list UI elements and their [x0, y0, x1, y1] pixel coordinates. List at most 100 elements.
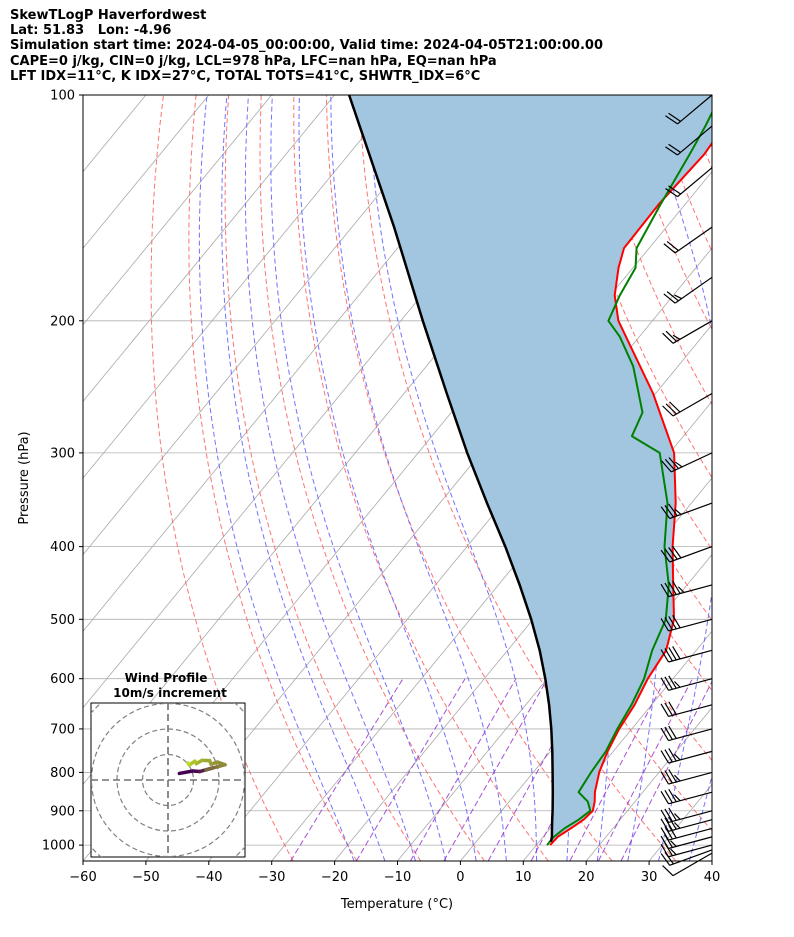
wind-barb-feather: [668, 825, 677, 839]
wind-barb-feather: [668, 581, 677, 595]
wind-barb: [662, 852, 713, 877]
x-tick-label: 40: [704, 870, 721, 885]
wind-barb: [660, 545, 713, 563]
wind-barb: [660, 580, 713, 598]
wind-barb-feather: [665, 115, 678, 125]
wind-barb-shaft: [668, 649, 713, 663]
mixing-ratio-line: [597, 678, 693, 861]
y-tick-label: 400: [50, 540, 75, 555]
wind-barb-feather: [674, 822, 681, 829]
y-tick-label: 500: [50, 613, 75, 628]
wind-barb: [662, 320, 713, 344]
wind-barb-feather: [664, 504, 674, 518]
moist-adiabat: [298, 95, 477, 861]
wind-barb-feather: [664, 648, 673, 662]
wind-barb: [663, 226, 713, 254]
wind-barb-feather: [674, 681, 681, 688]
isotherm-gridline: [145, 170, 712, 861]
y-tick-label: 600: [50, 672, 75, 687]
dry-adiabat: [684, 95, 712, 171]
wind-barb-feather: [660, 791, 670, 805]
wind-barb-feather: [664, 749, 673, 763]
wind-barb-shaft: [669, 546, 713, 563]
wind-barb-feather: [660, 750, 670, 764]
wind-barb-feather: [677, 586, 685, 593]
isotherm-gridline: [83, 95, 398, 479]
wind-barb-feather: [665, 187, 678, 198]
wind-barb-feather: [660, 618, 670, 632]
wind-barb: [663, 276, 713, 304]
wind-barb-feather: [668, 185, 681, 195]
isotherm-gridline: [83, 95, 273, 326]
wind-barb-feather: [664, 458, 676, 471]
wind-barb-shaft: [677, 167, 713, 198]
x-tick-label: −60: [69, 870, 96, 885]
y-tick-label: 1000: [42, 839, 75, 854]
wind-barb-feather: [675, 461, 683, 468]
wind-barb-feather: [660, 771, 670, 785]
mixing-ratio-line: [290, 678, 404, 861]
title-block: SkewTLogP Haverfordwest Lat: 51.83 Lon: …: [10, 8, 603, 84]
dry-adiabat: [750, 95, 794, 861]
wind-barb-feather: [666, 291, 679, 302]
moist-adiabat: [367, 95, 538, 861]
wind-barb-feather: [660, 843, 670, 858]
y-tick-label: 200: [50, 314, 75, 329]
isotherm-gridline: [83, 95, 84, 96]
x-tick-label: −50: [132, 870, 159, 885]
moist-adiabat: [644, 95, 712, 861]
mixing-ratio-line: [569, 678, 667, 861]
wind-barb-feather: [665, 146, 678, 156]
wind-barb-feather: [670, 840, 677, 847]
wind-barb-shaft: [668, 704, 713, 717]
wind-barb-feather: [660, 853, 671, 866]
dry-adiabat: [259, 95, 485, 861]
mixing-ratio-line: [443, 678, 548, 861]
wind-barb: [660, 701, 713, 717]
wind-barb-feather: [664, 726, 673, 740]
wind-barb-feather: [660, 703, 670, 717]
wind-barb-feather: [660, 549, 671, 563]
moist-adiabat: [198, 95, 355, 861]
wind-barb-feather: [668, 675, 677, 689]
wind-barb: [660, 675, 713, 691]
wind-barb-shaft: [677, 94, 713, 125]
dry-adiabat: [150, 95, 294, 861]
hodograph-title: Wind Profile: [125, 671, 208, 685]
wind-barb: [665, 167, 713, 198]
wind-barb-feather: [664, 770, 673, 784]
wind-barb-feather: [660, 677, 670, 691]
wind-barb-feather: [668, 647, 677, 661]
wind-barb-shaft: [672, 852, 713, 877]
wind-barb-shaft: [669, 849, 713, 866]
title-times: Simulation start time: 2024-04-05_00:00:…: [10, 38, 603, 54]
wind-barb: [660, 615, 713, 632]
dry-adiabat: [188, 95, 358, 861]
wind-barb-feather: [662, 405, 674, 417]
wind-barb: [662, 392, 713, 417]
isotherm-gridline: [585, 707, 712, 861]
wind-barb-feather: [668, 503, 678, 517]
wind-barb-feather: [665, 330, 677, 342]
moist-adiabat: [221, 95, 386, 861]
wind-barb-feather: [664, 808, 673, 822]
isotherm-gridline: [711, 860, 712, 861]
wind-barb-feather: [660, 583, 670, 597]
hodograph-plot: [91, 703, 245, 857]
wind-barb: [660, 502, 713, 520]
wind-barb-shaft: [674, 226, 713, 254]
wind-barb-feather: [668, 807, 677, 821]
wind-barb-shaft: [668, 791, 713, 805]
moist-adiabat: [330, 95, 507, 861]
wind-barb-shaft: [668, 810, 713, 824]
wind-barb-feather: [660, 827, 670, 841]
x-tick-label: −20: [321, 870, 348, 885]
wind-barb-feather: [668, 547, 678, 560]
wind-barb: [660, 816, 713, 832]
wind-barb-feather: [666, 240, 679, 252]
wind-barb-feather: [664, 548, 674, 561]
hodograph-subtitle: 10m/s increment: [113, 686, 227, 700]
wind-barb-shaft: [668, 618, 713, 632]
wind-barb-shaft: [670, 452, 713, 473]
